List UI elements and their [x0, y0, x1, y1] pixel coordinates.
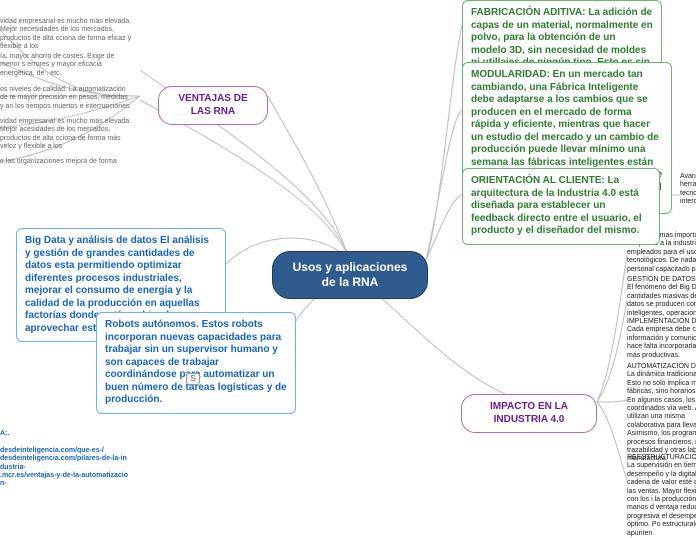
branch-impacto-industria[interactable]: IMPACTO EN LA INDUSTRIA 4.0 [461, 394, 597, 433]
links-heading: A:. [0, 430, 9, 437]
side-text-3: os niveles de calidad. La automatización… [0, 86, 132, 111]
side-text-5: e las organizaciones mejora de forma [0, 158, 130, 166]
side-text-avan: Avan tran herra tecno interc [680, 173, 696, 207]
side-text-reestructuracion: REESTRUCTURACIÓN DE La supervisión en ti… [627, 454, 696, 538]
side-text-implementacion: IMPLEMENTACIÓN DE N Cada empresa debe co… [627, 318, 696, 360]
side-text-2: ía, mayor ahorro de costes. Exige de men… [0, 53, 132, 78]
side-text-automatizacion: AUTOMATIZACIÓN DE TA La dinámica tradici… [627, 363, 696, 464]
link-line: desdeinteligencia.com/que-es-/ [0, 447, 104, 454]
side-text-1: vidad empresarial es mucho más elevada. … [0, 18, 135, 52]
branch-ventajas-rna[interactable]: VENTAJAS DE LAS RNA [158, 86, 268, 125]
center-topic[interactable]: Usos y aplicaciones de la RNA [272, 251, 428, 299]
link-line: .mcr.es/ventajas-y-de-la-automatizacion- [0, 472, 128, 487]
side-text-gestion: GESTIÓN DE DATOS EN T El fenómeno del Bi… [627, 276, 696, 318]
node-robots[interactable]: Robots autónomos. Estos robots incorpora… [96, 312, 296, 414]
node-orientacion-cliente[interactable]: ORIENTACIÓN AL CLIENTE: La arquitectura … [462, 168, 660, 245]
links-block: A:. desdeinteligencia.com/que-es-/desdein… [0, 430, 130, 489]
link-line: desdeinteligencia.com/pilares-de-la-indu… [0, 455, 127, 470]
side-text-4: vidad empresarial es mucho más elevada. … [0, 118, 135, 152]
collapse-badge[interactable]: S [186, 373, 200, 385]
